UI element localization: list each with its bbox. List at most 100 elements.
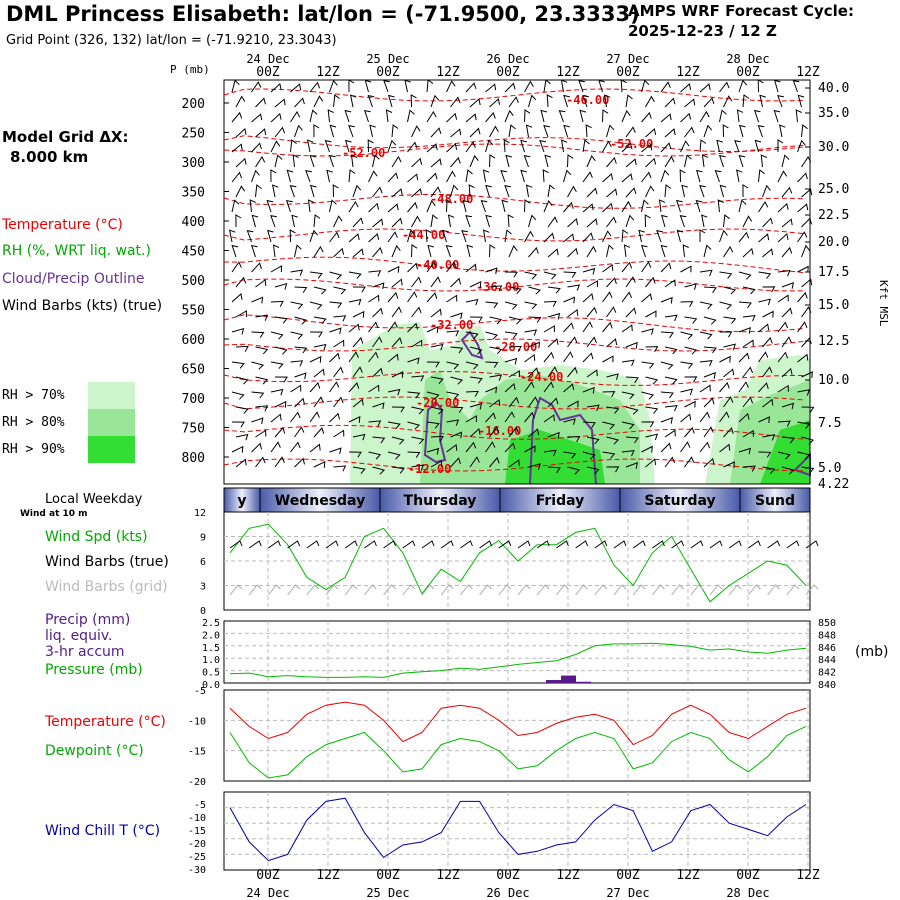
wind-barb: [445, 245, 453, 258]
wind-barb: [645, 310, 657, 318]
wind-barb: [801, 278, 813, 288]
temperature-label: Temperature (°C): [45, 714, 166, 730]
wind-barb: [290, 411, 301, 423]
wind-barb: [294, 397, 305, 408]
wind-barb: [489, 346, 503, 355]
wind-barb: [695, 199, 703, 213]
wind-barb: [641, 391, 655, 400]
wind-barb: [680, 301, 694, 308]
wind-barb: [716, 139, 723, 153]
wind-barb: [270, 169, 277, 183]
wind-barb: [567, 308, 579, 318]
weekday-label: y: [237, 493, 246, 509]
wind-barb: [307, 199, 315, 213]
wind-barb: [582, 292, 594, 303]
wind-barb: [781, 402, 795, 410]
wind-barb: [723, 396, 734, 408]
wind-barb: [231, 361, 245, 369]
wind-barb: [482, 229, 490, 243]
wind-barb: [664, 155, 675, 168]
wind-barb: [613, 540, 627, 549]
wind-barb: [703, 286, 717, 294]
top-date-label: 28 Dec: [726, 52, 769, 66]
wind-barb: [508, 426, 519, 438]
wind-barb: [290, 83, 302, 93]
wind-barb: [701, 214, 708, 228]
weekday-cell: [499, 487, 621, 513]
wind-barb: [684, 426, 695, 438]
wind-barb: [344, 540, 358, 549]
wind-barb: [363, 109, 371, 123]
wind-barb: [528, 316, 542, 323]
wind-barb: [446, 80, 456, 93]
wind-barb: [450, 346, 464, 354]
wind-barb: [407, 229, 416, 243]
isotherm-label: -24.00: [520, 370, 563, 384]
wind-barb: [738, 301, 752, 309]
wind-barb: [734, 140, 741, 153]
wind-barb: [709, 584, 723, 596]
precip-liq-label: liq. equiv.: [45, 628, 113, 644]
wind-barb: [391, 124, 399, 138]
precip-panel-frame: [223, 620, 811, 684]
wind-barb: [352, 336, 364, 348]
wind-barb: [606, 156, 617, 168]
chill-y-tick: -30: [188, 865, 206, 876]
wind-barb: [333, 94, 340, 108]
wind-barb: [556, 540, 569, 549]
wind-barb: [575, 540, 589, 549]
wind-barb: [547, 466, 561, 474]
wind-barb: [606, 306, 617, 318]
wind-barb: [268, 584, 281, 596]
wind-barb: [680, 140, 690, 153]
wind-barb: [235, 310, 247, 318]
kft-tick-label: 20.0: [818, 235, 849, 250]
wind-barb: [427, 244, 435, 258]
wind-barb: [777, 321, 789, 333]
wind-barb: [777, 451, 791, 460]
wind-barb: [556, 584, 569, 596]
wind-barb: [606, 406, 620, 414]
wind-barb: [644, 214, 651, 228]
top-time-tick-label: 00Z: [256, 65, 280, 80]
wind-barb: [664, 279, 676, 288]
wind-barb: [701, 154, 709, 168]
wind-barb: [723, 95, 733, 108]
wind-barb: [664, 346, 678, 355]
wind-barb: [723, 368, 735, 378]
wind-barb: [625, 276, 636, 288]
wind-barb: [313, 368, 325, 378]
precip-y-tick: 1.0: [202, 655, 220, 666]
wind-barb: [450, 312, 463, 320]
wind-barb: [602, 451, 616, 459]
isotherm-label: -48.00: [430, 192, 473, 206]
cloud-outline: [423, 400, 447, 464]
wind-barb: [797, 203, 809, 213]
wind-barb: [582, 139, 590, 153]
wind-barb: [719, 109, 727, 123]
wind-barb: [641, 199, 649, 213]
kft-tick-label: 30.0: [818, 140, 849, 155]
wind-barb: [575, 584, 588, 596]
wind-barb: [613, 584, 627, 596]
wind-barb: [781, 307, 793, 318]
wind-barb: [332, 184, 339, 198]
wind-barb: [465, 169, 473, 183]
wind-barb: [660, 361, 674, 370]
wind-barb: [407, 262, 418, 273]
wind-barb: [411, 157, 423, 168]
wind-barb: [231, 421, 245, 428]
wind-barb: [411, 276, 422, 288]
bottom-date-label: 27 Dec: [606, 886, 649, 900]
wind-barb: [563, 418, 576, 425]
wind-barb: [797, 94, 805, 108]
isotherm-line: [223, 193, 805, 209]
wind-barb: [586, 466, 600, 475]
wind-barb: [536, 584, 550, 596]
wind-barb: [231, 171, 243, 183]
wind-barb: [524, 271, 538, 280]
wind-barb: [383, 80, 390, 93]
isotherm-line: [223, 256, 805, 274]
wind-barb: [723, 286, 737, 295]
wind-barb: [567, 366, 578, 378]
